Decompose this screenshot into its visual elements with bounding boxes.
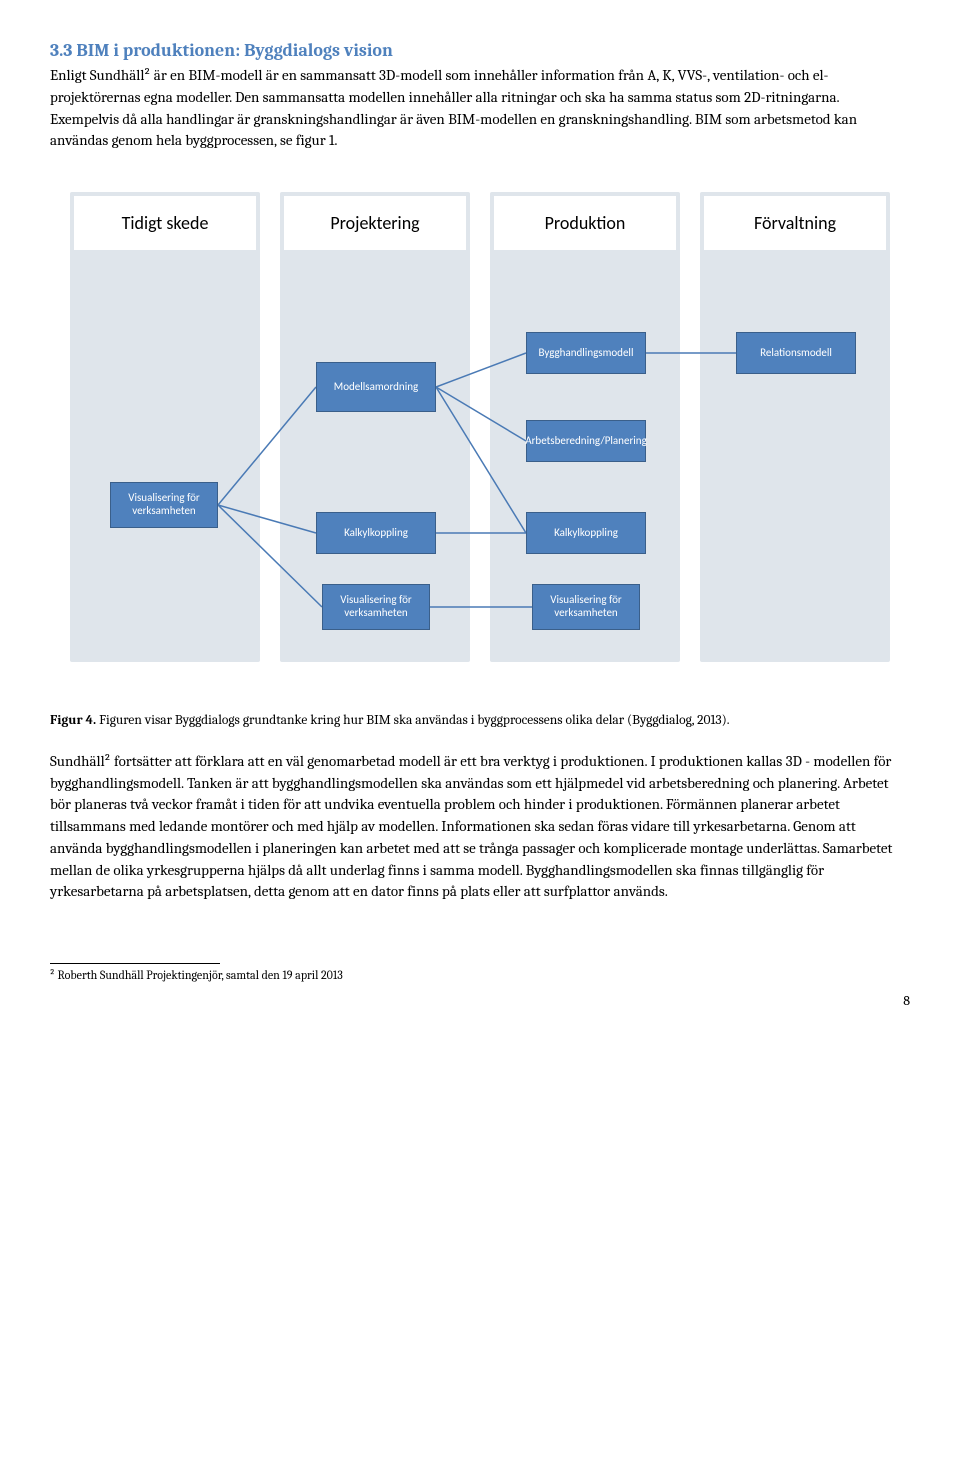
- diagram-node: Relationsmodell: [736, 332, 856, 374]
- paragraph-2: Sundhäll² fortsätter att förklara att en…: [50, 751, 910, 903]
- diagram-node: Kalkylkoppling: [526, 512, 646, 554]
- footnote-separator: [50, 963, 220, 964]
- figure-caption: Figur 4. Figuren visar Byggdialogs grund…: [50, 712, 910, 731]
- bim-process-diagram: Tidigt skede Projektering Produktion Förval…: [70, 192, 890, 662]
- footnote-text: ² Roberth Sundhäll Projektingenjör, samt…: [50, 968, 910, 982]
- figure-label: Figur 4.: [50, 713, 96, 728]
- diagram-column: Tidigt skede: [70, 192, 260, 662]
- diagram-node: Visualisering för verksamheten: [110, 482, 218, 528]
- diagram-node: Modellsamordning: [316, 362, 436, 412]
- diagram-column-header: Tidigt skede: [74, 196, 256, 250]
- page-number: 8: [50, 992, 910, 1009]
- diagram-column-header: Förvaltning: [704, 196, 886, 250]
- diagram-node: Bygghandlingsmodell: [526, 332, 646, 374]
- figure-caption-text: Figuren visar Byggdialogs grundtanke kri…: [96, 713, 729, 728]
- section-heading: 3.3 BIM i produktionen: Byggdialogs visi…: [50, 40, 910, 61]
- diagram-column-header: Projektering: [284, 196, 466, 250]
- diagram-node: Visualisering för verksamheten: [322, 584, 430, 630]
- diagram-column: Förvaltning: [700, 192, 890, 662]
- diagram-column-header: Produktion: [494, 196, 676, 250]
- paragraph-1: Enligt Sundhäll² är en BIM-modell är en …: [50, 65, 910, 152]
- diagram-node: Arbetsberedning/Planering: [526, 420, 646, 462]
- diagram-node: Visualisering för verksamheten: [532, 584, 640, 630]
- diagram-node: Kalkylkoppling: [316, 512, 436, 554]
